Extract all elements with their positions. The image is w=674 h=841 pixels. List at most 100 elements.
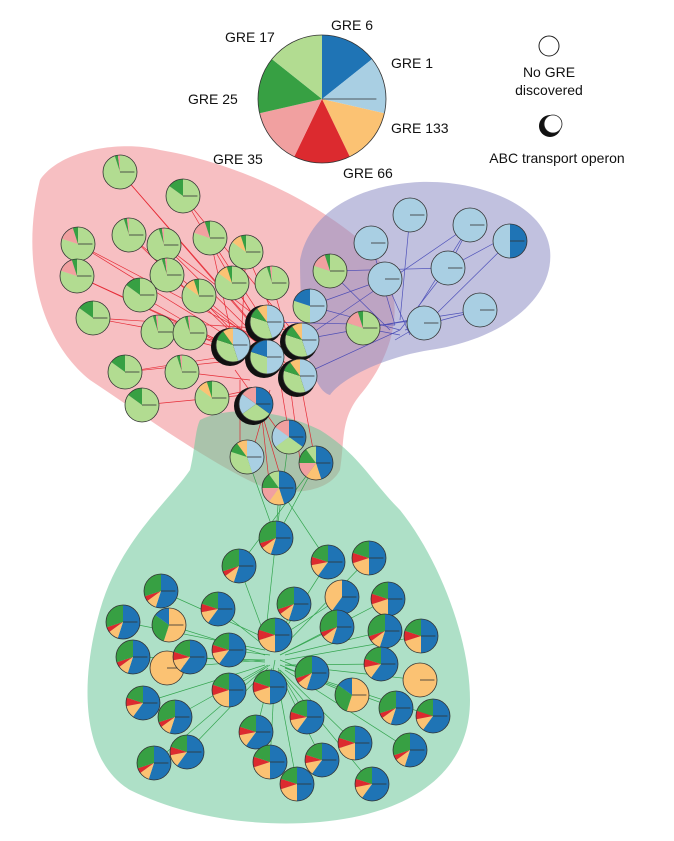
pie-slice-gre17 [111,218,146,253]
green-edge [142,664,266,704]
network-node [310,544,346,580]
pie-slice-gre133 [239,732,256,746]
pie-outline [271,419,307,455]
pie-slice-gre133 [292,323,302,340]
pie-outline [169,734,205,770]
pie-slice-gre17 [149,258,184,293]
network-node [215,327,251,363]
network-node [221,548,257,584]
pie-outline [304,742,340,778]
network-node [353,225,389,261]
pie-slice-gre66 [116,657,133,667]
pie-slice-gre6 [279,471,297,505]
pie-outline [363,646,399,682]
network-node [165,178,201,214]
pie-slice-gre133 [218,266,232,283]
pie-slice-gre35 [193,221,210,238]
network-node [211,672,247,708]
pie-outline [124,387,160,423]
pie-slice-gre25 [240,235,246,252]
network-node [249,304,285,340]
pie-outline [143,573,179,609]
pie-slice-gre25 [355,767,372,784]
pie-slice-gre25 [404,618,421,636]
pie-slice-gre66 [106,622,123,632]
network-node [354,766,390,802]
network-node [492,223,528,259]
pie-slice-gre17 [254,266,289,300]
pie-slice-gre1 [300,359,318,393]
network-node [257,617,293,653]
pie-outline [252,744,288,780]
pie-outline [367,261,403,297]
no-gre-legend-icon [538,35,560,57]
pie-slice-gre25 [111,355,125,372]
pie-slice-gre25 [126,278,140,295]
network-node [415,698,451,734]
network-node [214,265,250,301]
network-node [324,579,360,615]
pie-slice-gre25 [335,685,352,712]
network-node [452,207,488,243]
pie-slice-gre133 [396,750,410,767]
pie-outline [319,609,355,645]
pie-slice-gre25 [285,326,302,340]
pie-outline [122,277,158,313]
pie-slice-gre133 [225,566,239,583]
pie-outline [172,639,208,675]
pie-outline [257,34,387,164]
pie-outline [312,253,348,289]
pie-slice-gre133 [170,752,187,766]
pie-slice-gre25 [338,726,355,743]
network-node [172,315,208,351]
pie-outline [211,672,247,708]
pie-slice-gre25 [299,449,316,463]
pie-outline [115,639,151,675]
pie-slice-gre25 [280,767,297,784]
pie-outline [254,265,290,301]
network-node [403,618,439,654]
pie-slice-gre133 [119,657,133,674]
pie-slice-gre25 [392,732,410,756]
pie-slice-gre133 [201,609,218,623]
network-node [169,734,205,770]
pie-slice-gre133 [352,558,369,575]
pie-slice-gre66 [368,631,385,641]
pie-slice-gre25 [216,331,233,345]
pie-outline [215,327,251,363]
network-node [125,685,161,721]
legend-label-gre66: GRE 66 [343,165,393,181]
pie-slice-gre133 [173,657,190,671]
pie-slice-gre66 [137,763,154,773]
pie-outline [462,292,498,328]
pie-outline [165,178,201,214]
pie-slice-gre133 [257,305,267,322]
network-node [229,439,265,475]
pie-slice-gre25 [143,573,161,597]
network-node [254,265,290,301]
pie-slice-gre25 [152,315,158,332]
pie-slice-gre25 [105,605,123,628]
pie-outline [125,685,161,721]
pie-slice-gre25 [258,618,275,635]
pie-slice-gre1 [322,59,387,114]
network-node [172,639,208,675]
pie-outline [136,745,172,781]
pie-slice-gre17 [345,311,380,345]
pie-slice-gre133 [126,703,143,717]
pie-slice-gre25 [290,700,307,717]
pie-outline [172,315,208,351]
network-node [252,744,288,780]
pie-outline [402,662,438,698]
pie-outline [279,766,315,802]
pie-slice-gre17 [292,300,310,323]
legend: GRE 6 GRE 1 GRE 133 GRE 66 GRE 35 GRE 25… [188,17,625,181]
pie-slice-gre17 [242,404,270,421]
pie-slice-gre17 [269,471,279,488]
pie-slice-gre1 [239,394,256,414]
network-node [102,154,138,190]
pie-outline [284,322,320,358]
pie-slice-gre66 [211,644,229,654]
pie-slice-gre25 [416,699,433,716]
pie-slice-gre133 [258,635,275,652]
